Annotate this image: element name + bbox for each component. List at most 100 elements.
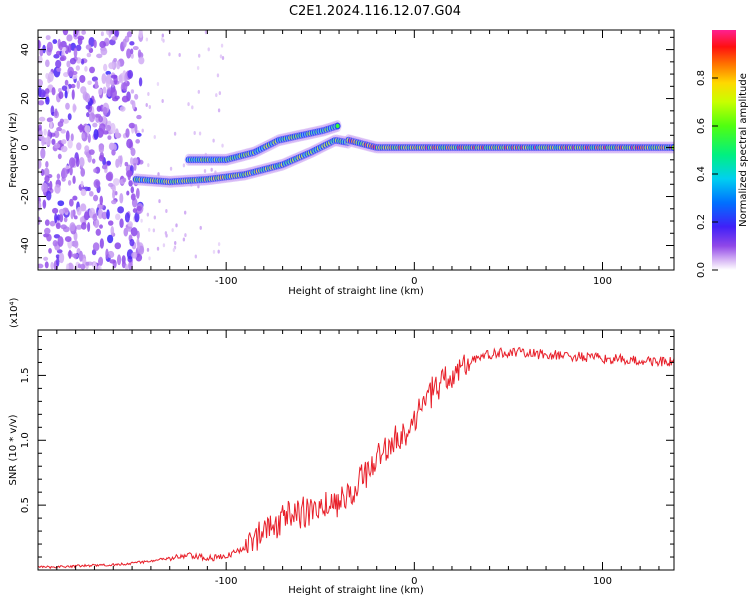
noise-blob: [63, 216, 68, 223]
spectrogram-signal-layer: [131, 120, 674, 188]
noise-blob: [114, 95, 120, 100]
noise-blob: [80, 167, 86, 177]
noise-blob: [76, 206, 82, 216]
noise-blob: [44, 261, 49, 269]
sparse-noise-blob: [219, 54, 223, 59]
noise-blob: [65, 263, 70, 270]
spectrogram-panel: -100 0 100 -40 -20 0 20 40 Height of straight l…: [8, 29, 675, 297]
noise-blob: [85, 261, 90, 266]
noise-blob: [49, 220, 56, 227]
noise-blob: [105, 248, 109, 260]
noise-blob: [68, 157, 76, 168]
y-tick-label: 0.5: [20, 497, 31, 513]
noise-blob: [46, 117, 54, 123]
noise-blob: [126, 170, 133, 178]
snr-y-label: SNR (10 * v/v): [8, 414, 19, 485]
sparse-noise-blob: [198, 53, 201, 58]
noise-blob: [92, 122, 98, 128]
noise-blob: [47, 71, 54, 82]
sparse-noise-blob: [215, 93, 218, 98]
noise-blob: [80, 263, 86, 270]
noise-blob: [44, 227, 51, 235]
noise-blob: [115, 128, 119, 139]
noise-blob: [44, 219, 50, 226]
noise-blob: [85, 44, 92, 50]
noise-blob: [97, 265, 102, 270]
noise-blob: [76, 80, 81, 90]
noise-blob: [87, 80, 92, 86]
noise-blob: [126, 190, 130, 196]
noise-blob: [130, 157, 134, 166]
noise-blob: [107, 171, 114, 182]
noise-blob: [38, 263, 44, 269]
noise-blob: [121, 95, 129, 103]
noise-blob: [99, 195, 104, 206]
sparse-noise-blob: [148, 105, 152, 110]
noise-blob: [59, 213, 64, 223]
noise-blob: [49, 180, 53, 191]
noise-blob: [138, 30, 143, 38]
noise-blob: [46, 190, 52, 201]
colorbar-tick-label: 0.2: [696, 214, 707, 230]
snr-frame: [37, 329, 675, 571]
sparse-noise-blob: [156, 246, 160, 251]
noise-blob: [130, 48, 134, 55]
noise-blob: [66, 60, 71, 68]
noise-blob: [117, 206, 124, 214]
noise-blob: [131, 251, 138, 259]
sparse-noise-blob: [194, 254, 198, 259]
spectrogram-noise-layer: [38, 30, 225, 270]
sparse-noise-blob: [210, 167, 213, 172]
noise-blob: [75, 65, 80, 71]
noise-blob: [98, 256, 104, 266]
sparse-noise-blob: [174, 241, 177, 246]
noise-blob: [45, 35, 51, 41]
figure-title: C2E1.2024.116.12.07.G04: [289, 4, 461, 19]
noise-blob: [98, 88, 103, 96]
sparse-noise-blob: [161, 99, 164, 104]
noise-blob: [126, 48, 132, 59]
noise-blob: [109, 39, 116, 46]
sparse-noise-blob: [221, 143, 224, 148]
noise-blob: [130, 186, 135, 194]
sparse-noise-blob: [145, 37, 149, 42]
snr-panel: -100 0 100 0.5 1.0 1.5 Height of straight lin…: [8, 297, 675, 596]
noise-blob: [83, 211, 90, 221]
noise-blob: [75, 156, 80, 168]
sparse-noise-blob: [165, 209, 168, 214]
noise-blob: [58, 91, 64, 100]
spectrogram-frame: [37, 29, 675, 271]
noise-blob: [43, 128, 47, 136]
sparse-noise-blob: [221, 56, 225, 61]
noise-blob: [119, 155, 123, 165]
colorbar-tick-label: 0.4: [696, 166, 707, 182]
noise-blob: [104, 168, 108, 174]
x-tick-label: 100: [593, 576, 612, 587]
noise-blob: [137, 241, 141, 250]
noise-blob: [99, 123, 106, 132]
noise-blob: [116, 60, 121, 70]
noise-blob: [101, 164, 108, 170]
noise-blob: [75, 224, 83, 230]
noise-blob: [110, 87, 117, 99]
sparse-noise-blob: [153, 215, 157, 220]
noise-blob: [60, 224, 67, 230]
noise-blob: [81, 133, 86, 139]
colorbar-ticks: 0.0 0.2 0.4 0.6 0.8: [696, 70, 718, 278]
noise-blob: [130, 52, 134, 59]
noise-blob: [88, 36, 95, 47]
sparse-noise-blob: [207, 47, 210, 52]
sparse-noise-blob: [172, 247, 176, 252]
y-tick-label: 0: [20, 144, 31, 150]
noise-blob: [122, 82, 128, 92]
noise-blob: [80, 203, 87, 212]
noise-blob: [61, 85, 68, 91]
y-tick-label: -20: [20, 188, 31, 204]
noise-blob: [58, 208, 66, 215]
noise-blob: [100, 31, 104, 37]
noise-blob: [38, 159, 42, 169]
noise-blob: [107, 182, 114, 187]
sparse-noise-blob: [173, 131, 177, 136]
noise-blob: [84, 125, 91, 133]
sparse-noise-blob: [156, 81, 160, 86]
